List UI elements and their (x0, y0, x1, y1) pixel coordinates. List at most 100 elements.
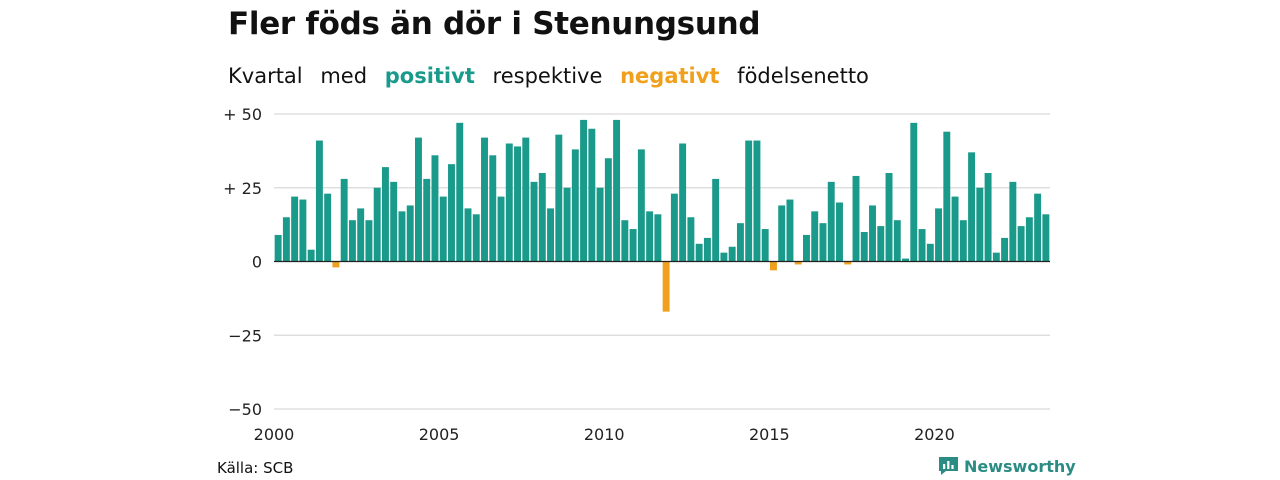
bar (423, 178, 431, 262)
bar (481, 137, 488, 262)
bar (687, 217, 695, 262)
bar (753, 140, 761, 262)
bar (695, 243, 703, 262)
bar (703, 237, 711, 262)
bar (811, 211, 819, 262)
bar (580, 119, 588, 262)
bar (431, 155, 439, 262)
subtitle-word: respektive (492, 64, 603, 88)
bar (959, 220, 967, 262)
y-tick-label: −25 (228, 326, 262, 345)
bar-series (274, 119, 1050, 312)
bar (984, 173, 992, 262)
chart-subtitle: Kvartal med positivt respektive negativt… (228, 64, 880, 88)
bar (563, 187, 571, 262)
bar (736, 223, 744, 262)
bar (646, 211, 654, 262)
bar (530, 181, 538, 262)
bar (307, 249, 315, 262)
subtitle-positive-label: positivt (384, 64, 475, 88)
bar (637, 149, 645, 262)
bar (456, 122, 464, 262)
x-axis-tick-labels: 2000 2005 2010 2015 2020 (254, 425, 955, 444)
bar (968, 152, 976, 262)
bar (497, 196, 505, 262)
x-tick-label: 2010 (584, 425, 625, 444)
bar (274, 234, 282, 262)
bar (315, 140, 323, 262)
x-tick-label: 2005 (419, 425, 460, 444)
bar (943, 131, 951, 262)
bar (827, 181, 835, 262)
bar (885, 173, 893, 262)
bar (1042, 214, 1050, 262)
bar (357, 208, 365, 262)
bar (348, 220, 356, 262)
bar (819, 223, 827, 262)
bar (472, 214, 480, 262)
newsworthy-logo-icon (939, 457, 958, 475)
bar (588, 128, 596, 262)
brand-name: Newsworthy (964, 456, 1076, 476)
bar (505, 143, 513, 262)
bar (390, 181, 398, 262)
bar (1017, 226, 1025, 262)
bar (1025, 217, 1033, 262)
bar (992, 252, 1000, 262)
bar (448, 164, 455, 262)
bar (406, 205, 414, 262)
grid-lines (274, 113, 1050, 410)
bar (712, 178, 720, 262)
y-tick-label: + 25 (223, 179, 262, 198)
source-label: Källa: SCB (217, 459, 294, 477)
bar (547, 208, 555, 262)
bar (555, 134, 563, 262)
bar (621, 220, 629, 262)
bar (720, 252, 728, 262)
bar (1009, 181, 1017, 262)
bar (761, 229, 769, 262)
x-tick-label: 2020 (914, 425, 955, 444)
subtitle-word: födelsenetto (737, 64, 869, 88)
bar (324, 193, 332, 262)
bar (415, 137, 422, 262)
bar (340, 178, 348, 262)
bar (844, 261, 852, 265)
subtitle-word: Kvartal (228, 64, 303, 88)
bar (629, 229, 637, 262)
subtitle-word: med (320, 64, 368, 88)
bar (910, 122, 918, 262)
bar (439, 196, 447, 262)
y-axis-tick-labels: + 50 + 25 0 −25 −50 (223, 105, 262, 419)
bar (836, 202, 843, 262)
bar (291, 196, 299, 262)
brand-logo[interactable]: Newsworthy (938, 456, 1076, 476)
bar (803, 234, 810, 262)
subtitle-negative-label: negativt (620, 64, 720, 88)
bar (381, 167, 389, 262)
bar (538, 173, 546, 262)
y-tick-label: 0 (252, 253, 262, 272)
bar (893, 220, 901, 262)
bar (670, 193, 678, 262)
bar (613, 119, 621, 262)
bar (918, 229, 926, 262)
bar (514, 146, 521, 262)
bar (522, 137, 530, 262)
bar (877, 226, 885, 262)
bar (935, 208, 943, 262)
bar (728, 246, 736, 262)
bar (794, 261, 802, 265)
bar (571, 149, 579, 262)
bar (852, 175, 860, 262)
bar (926, 243, 934, 262)
bar (869, 205, 876, 262)
x-tick-label: 2015 (749, 425, 790, 444)
bar (299, 199, 307, 262)
bar (1034, 193, 1042, 262)
y-tick-label: + 50 (223, 105, 262, 124)
x-tick-label: 2000 (254, 425, 295, 444)
bar (860, 232, 868, 262)
bar (365, 220, 373, 262)
